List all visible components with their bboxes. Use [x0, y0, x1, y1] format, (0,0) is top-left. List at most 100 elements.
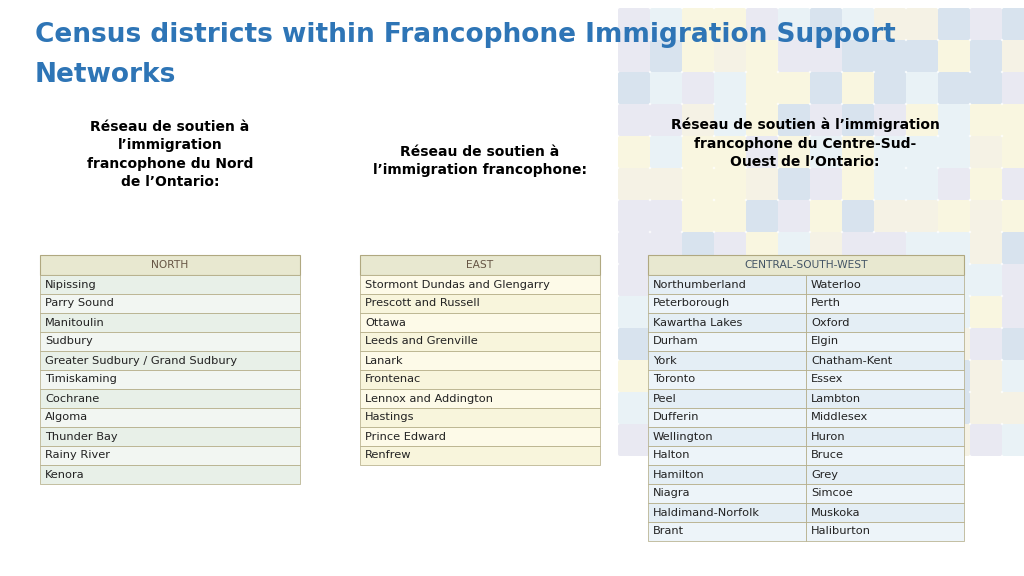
- FancyBboxPatch shape: [778, 424, 810, 456]
- FancyBboxPatch shape: [746, 104, 778, 136]
- FancyBboxPatch shape: [778, 168, 810, 200]
- Text: Rainy River: Rainy River: [45, 450, 110, 460]
- FancyBboxPatch shape: [746, 264, 778, 296]
- FancyBboxPatch shape: [746, 296, 778, 328]
- Text: Kenora: Kenora: [45, 469, 85, 479]
- Text: Huron: Huron: [811, 431, 846, 441]
- FancyBboxPatch shape: [938, 104, 970, 136]
- FancyBboxPatch shape: [1002, 328, 1024, 360]
- Text: Timiskaming: Timiskaming: [45, 374, 117, 385]
- Text: York: York: [653, 355, 677, 366]
- Bar: [648, 370, 806, 389]
- FancyBboxPatch shape: [650, 424, 682, 456]
- FancyBboxPatch shape: [714, 392, 746, 424]
- FancyBboxPatch shape: [842, 72, 874, 104]
- Text: Oxford: Oxford: [811, 317, 850, 328]
- Bar: [40, 275, 300, 294]
- FancyBboxPatch shape: [810, 8, 842, 40]
- Bar: [360, 370, 600, 389]
- FancyBboxPatch shape: [746, 168, 778, 200]
- Text: Simcoe: Simcoe: [811, 488, 853, 498]
- Text: Wellington: Wellington: [653, 431, 714, 441]
- Bar: [40, 255, 300, 275]
- FancyBboxPatch shape: [938, 232, 970, 264]
- FancyBboxPatch shape: [938, 392, 970, 424]
- FancyBboxPatch shape: [874, 200, 906, 232]
- FancyBboxPatch shape: [618, 424, 650, 456]
- Bar: [648, 427, 806, 446]
- FancyBboxPatch shape: [714, 8, 746, 40]
- FancyBboxPatch shape: [618, 8, 650, 40]
- FancyBboxPatch shape: [874, 104, 906, 136]
- FancyBboxPatch shape: [778, 104, 810, 136]
- Bar: [360, 408, 600, 427]
- FancyBboxPatch shape: [618, 264, 650, 296]
- Text: Niagra: Niagra: [653, 488, 690, 498]
- Text: Réseau de soutien à
l’immigration francophone:: Réseau de soutien à l’immigration franco…: [373, 145, 587, 177]
- FancyBboxPatch shape: [842, 264, 874, 296]
- FancyBboxPatch shape: [842, 40, 874, 72]
- Bar: [40, 465, 300, 484]
- FancyBboxPatch shape: [810, 168, 842, 200]
- FancyBboxPatch shape: [938, 72, 970, 104]
- Text: Waterloo: Waterloo: [811, 279, 862, 290]
- FancyBboxPatch shape: [650, 360, 682, 392]
- FancyBboxPatch shape: [810, 200, 842, 232]
- Bar: [360, 332, 600, 351]
- Text: Nipissing: Nipissing: [45, 279, 96, 290]
- FancyBboxPatch shape: [1002, 392, 1024, 424]
- FancyBboxPatch shape: [874, 40, 906, 72]
- Bar: [40, 332, 300, 351]
- FancyBboxPatch shape: [618, 392, 650, 424]
- FancyBboxPatch shape: [682, 8, 714, 40]
- FancyBboxPatch shape: [938, 360, 970, 392]
- FancyBboxPatch shape: [970, 328, 1002, 360]
- Bar: [40, 294, 300, 313]
- Bar: [40, 446, 300, 465]
- FancyBboxPatch shape: [842, 424, 874, 456]
- FancyBboxPatch shape: [810, 296, 842, 328]
- Bar: [648, 503, 806, 522]
- FancyBboxPatch shape: [810, 424, 842, 456]
- FancyBboxPatch shape: [938, 168, 970, 200]
- FancyBboxPatch shape: [1002, 136, 1024, 168]
- FancyBboxPatch shape: [682, 200, 714, 232]
- FancyBboxPatch shape: [1002, 104, 1024, 136]
- FancyBboxPatch shape: [874, 264, 906, 296]
- Text: Hastings: Hastings: [365, 412, 415, 423]
- Text: Parry Sound: Parry Sound: [45, 298, 114, 309]
- Bar: [360, 446, 600, 465]
- Text: Peel: Peel: [653, 393, 677, 404]
- FancyBboxPatch shape: [970, 264, 1002, 296]
- FancyBboxPatch shape: [714, 328, 746, 360]
- FancyBboxPatch shape: [906, 40, 938, 72]
- FancyBboxPatch shape: [618, 104, 650, 136]
- FancyBboxPatch shape: [650, 104, 682, 136]
- FancyBboxPatch shape: [970, 8, 1002, 40]
- FancyBboxPatch shape: [778, 328, 810, 360]
- FancyBboxPatch shape: [874, 392, 906, 424]
- FancyBboxPatch shape: [618, 360, 650, 392]
- Bar: [648, 522, 806, 541]
- FancyBboxPatch shape: [938, 424, 970, 456]
- Text: Essex: Essex: [811, 374, 844, 385]
- FancyBboxPatch shape: [874, 72, 906, 104]
- FancyBboxPatch shape: [842, 136, 874, 168]
- Bar: [360, 255, 600, 275]
- FancyBboxPatch shape: [842, 328, 874, 360]
- FancyBboxPatch shape: [874, 136, 906, 168]
- FancyBboxPatch shape: [842, 232, 874, 264]
- FancyBboxPatch shape: [650, 40, 682, 72]
- FancyBboxPatch shape: [714, 232, 746, 264]
- FancyBboxPatch shape: [906, 168, 938, 200]
- FancyBboxPatch shape: [618, 72, 650, 104]
- FancyBboxPatch shape: [714, 40, 746, 72]
- Bar: [40, 408, 300, 427]
- FancyBboxPatch shape: [778, 8, 810, 40]
- FancyBboxPatch shape: [842, 296, 874, 328]
- FancyBboxPatch shape: [970, 40, 1002, 72]
- Text: Sudbury: Sudbury: [45, 336, 93, 347]
- Text: Census districts within Francophone Immigration Support: Census districts within Francophone Immi…: [35, 22, 896, 48]
- FancyBboxPatch shape: [842, 200, 874, 232]
- Bar: [648, 484, 806, 503]
